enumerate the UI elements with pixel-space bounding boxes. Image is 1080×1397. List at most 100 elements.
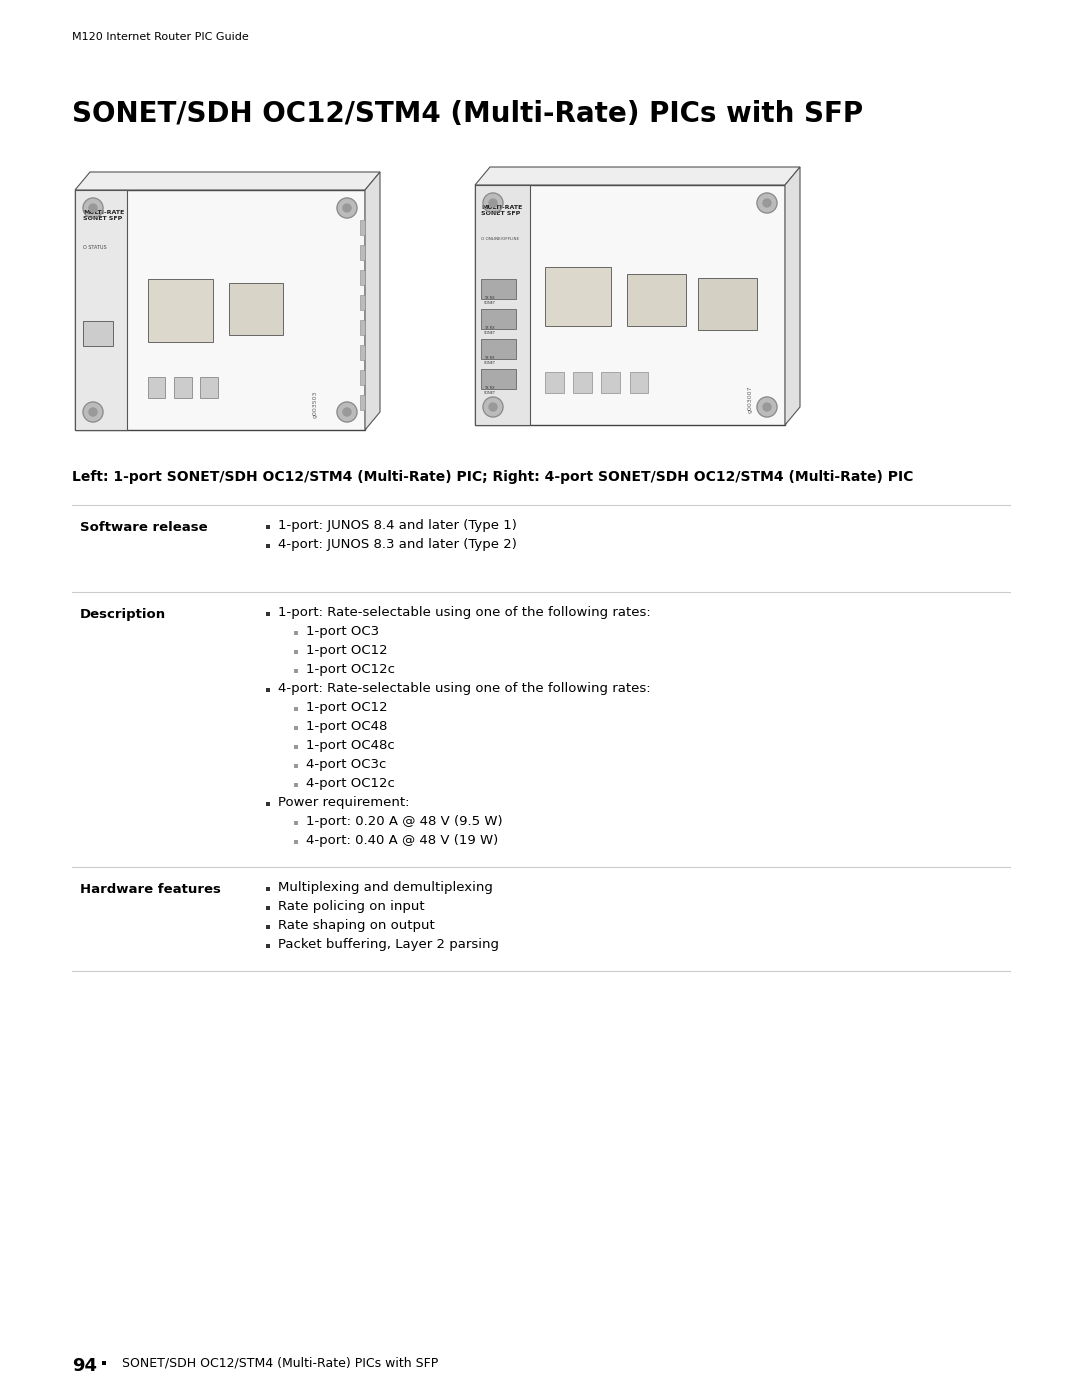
Bar [266,905,270,911]
Text: 4-port: JUNOS 8.3 and later (Type 2): 4-port: JUNOS 8.3 and later (Type 2) [278,538,517,550]
Bar [294,821,298,826]
Polygon shape [365,172,380,430]
Text: Rate policing on input: Rate policing on input [278,900,424,914]
Bar [481,309,516,330]
Text: 1-port: Rate-selectable using one of the following rates:: 1-port: Rate-selectable using one of the… [278,606,651,619]
Circle shape [89,204,97,212]
Bar [294,631,298,636]
Text: 4-port OC3c: 4-port OC3c [306,759,387,771]
Text: 1-port: 0.20 A @ 48 V (9.5 W): 1-port: 0.20 A @ 48 V (9.5 W) [306,814,502,828]
Text: MULTI-RATE
SONET SFP: MULTI-RATE SONET SFP [83,210,124,221]
Text: 1-port OC48c: 1-port OC48c [306,739,395,752]
Bar [266,543,270,548]
Bar [360,320,365,335]
Circle shape [762,198,771,207]
Bar [266,687,270,693]
Bar [266,925,270,929]
Bar [266,802,270,806]
Bar [266,887,270,891]
Circle shape [489,198,497,207]
Circle shape [83,198,103,218]
Bar [174,377,191,398]
Bar [294,782,298,788]
Bar [294,840,298,844]
Text: Power requirement:: Power requirement: [278,796,409,809]
Bar [627,274,686,326]
Bar [75,190,127,430]
Bar [360,345,365,360]
Text: Software release: Software release [80,521,207,534]
Text: 4-port: Rate-selectable using one of the following rates:: 4-port: Rate-selectable using one of the… [278,682,650,694]
Bar [481,339,516,359]
Text: TX RX
SONET: TX RX SONET [484,356,496,365]
Circle shape [337,402,357,422]
Text: 4-port: 0.40 A @ 48 V (19 W): 4-port: 0.40 A @ 48 V (19 W) [306,834,498,847]
Circle shape [337,198,357,218]
Bar [481,369,516,388]
Circle shape [762,402,771,411]
Text: M120 Internet Router PIC Guide: M120 Internet Router PIC Guide [72,32,248,42]
Bar [102,1361,106,1365]
Text: Packet buffering, Layer 2 parsing: Packet buffering, Layer 2 parsing [278,937,499,951]
Bar [294,726,298,731]
Bar [602,372,620,393]
Text: Description: Description [80,608,166,622]
Bar [360,370,365,386]
Bar [200,377,218,398]
Bar [294,745,298,749]
Bar [266,525,270,529]
Circle shape [483,193,503,212]
Text: O ONLINE/OFFLINE: O ONLINE/OFFLINE [481,237,519,242]
Polygon shape [475,168,800,184]
Bar [360,244,365,260]
Bar [360,295,365,310]
Circle shape [343,408,351,416]
Bar [229,282,283,335]
Bar [294,764,298,768]
Bar [360,270,365,285]
Text: TX RX
SONET: TX RX SONET [484,296,496,305]
Text: g003503: g003503 [313,391,318,418]
Text: 94: 94 [72,1356,97,1375]
Bar [360,219,365,235]
Bar [475,184,785,425]
Bar [266,944,270,949]
Text: 1-port: JUNOS 8.4 and later (Type 1): 1-port: JUNOS 8.4 and later (Type 1) [278,520,517,532]
Bar [698,278,757,330]
Bar [148,278,214,341]
Bar [294,650,298,654]
Bar [360,395,365,409]
Bar [148,377,165,398]
Bar [545,372,564,393]
Bar [294,707,298,711]
Circle shape [83,402,103,422]
Polygon shape [75,172,380,190]
Circle shape [489,402,497,411]
Circle shape [757,193,777,212]
Circle shape [89,408,97,416]
Circle shape [483,397,503,416]
Text: Multiplexing and demultiplexing: Multiplexing and demultiplexing [278,882,492,894]
Text: 1-port OC12: 1-port OC12 [306,644,388,657]
Text: 1-port OC48: 1-port OC48 [306,719,388,733]
Bar [475,184,530,425]
Circle shape [343,204,351,212]
Circle shape [757,397,777,416]
Bar [573,372,592,393]
Text: 4-port OC12c: 4-port OC12c [306,777,395,789]
Text: TX RX
SONET: TX RX SONET [484,326,496,335]
Text: g003007: g003007 [747,386,753,414]
Text: 1-port OC12c: 1-port OC12c [306,664,395,676]
Polygon shape [785,168,800,425]
Bar [630,372,648,393]
Text: O STATUS: O STATUS [83,244,107,250]
Text: Rate shaping on output: Rate shaping on output [278,919,435,932]
Bar [75,190,365,430]
Bar [266,612,270,616]
Text: 1-port OC12: 1-port OC12 [306,701,388,714]
Text: MULTI-RATE
SONET SFP: MULTI-RATE SONET SFP [481,205,523,217]
Bar [83,321,113,346]
Bar [545,267,611,326]
Text: SONET/SDH OC12/STM4 (Multi-Rate) PICs with SFP: SONET/SDH OC12/STM4 (Multi-Rate) PICs wi… [122,1356,438,1370]
Bar [481,279,516,299]
